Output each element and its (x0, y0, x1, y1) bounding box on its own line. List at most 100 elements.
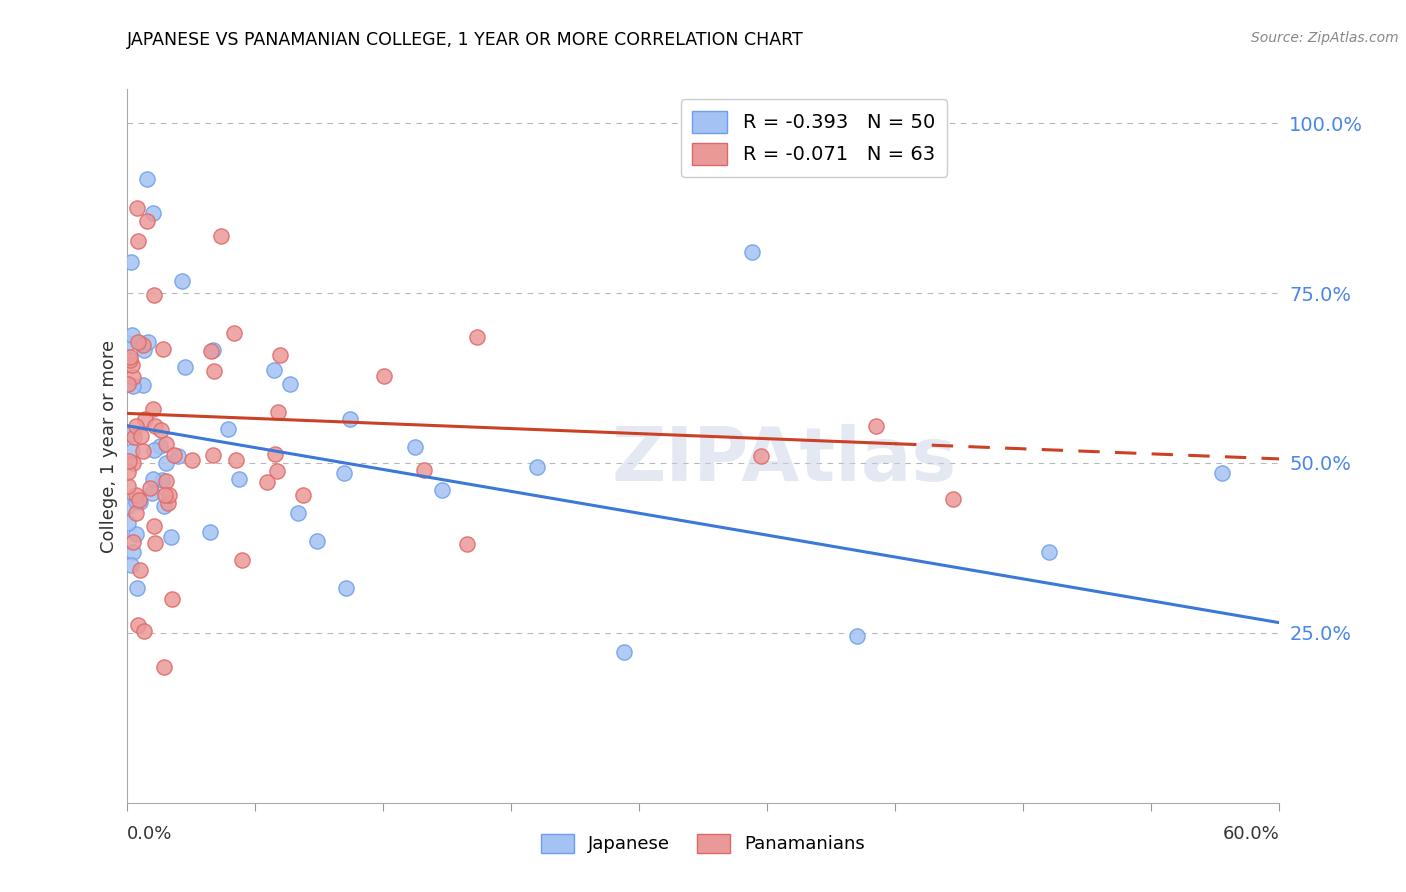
Point (287, 506, 309, 520)
Point (256, 475, 278, 489)
Point (143, 288, 166, 302)
Point (267, 405, 290, 419)
Point (157, 496, 180, 510)
Point (153, 487, 176, 501)
Point (163, 448, 186, 462)
Point (180, 453, 202, 467)
Point (136, 213, 159, 227)
Point (129, 563, 152, 577)
Point (160, 592, 183, 607)
Point (127, 234, 149, 248)
Point (121, 444, 143, 458)
Point (153, 500, 176, 514)
Point (121, 328, 143, 343)
Point (225, 453, 247, 467)
Point (128, 335, 150, 350)
Point (120, 558, 142, 573)
Point (266, 464, 288, 478)
Point (155, 456, 177, 470)
Point (142, 443, 165, 458)
Point (132, 377, 155, 392)
Point (263, 363, 285, 377)
Point (122, 379, 145, 393)
Point (152, 342, 174, 356)
Point (749, 450, 772, 464)
Point (155, 437, 177, 451)
Point (456, 537, 478, 551)
Point (117, 500, 139, 514)
Point (136, 335, 159, 350)
Point (613, 645, 636, 659)
Text: 60.0%: 60.0% (1223, 825, 1279, 843)
Point (465, 330, 488, 344)
Point (430, 483, 453, 498)
Point (117, 335, 139, 350)
Point (167, 449, 190, 463)
Point (117, 479, 139, 493)
Point (150, 473, 173, 487)
Point (865, 418, 887, 433)
Point (132, 338, 155, 352)
Point (269, 348, 291, 362)
Legend: R = -0.393   N = 50, R = -0.071   N = 63: R = -0.393 N = 50, R = -0.071 N = 63 (681, 99, 946, 177)
Point (143, 536, 166, 550)
Point (173, 359, 195, 374)
Point (339, 412, 361, 426)
Point (150, 423, 173, 437)
Point (132, 343, 155, 358)
Point (413, 463, 436, 477)
Point (118, 453, 141, 467)
Point (125, 527, 148, 541)
Point (404, 440, 426, 454)
Point (741, 245, 763, 260)
Point (217, 421, 239, 435)
Point (120, 427, 142, 442)
Point (332, 467, 354, 481)
Point (132, 624, 155, 638)
Point (122, 370, 145, 384)
Point (141, 486, 163, 500)
Point (153, 660, 176, 674)
Point (143, 419, 166, 434)
Point (228, 472, 250, 486)
Point (122, 430, 145, 444)
Point (143, 519, 166, 533)
Point (1211, 466, 1233, 480)
Text: JAPANESE VS PANAMANIAN COLLEGE, 1 YEAR OR MORE CORRELATION CHART: JAPANESE VS PANAMANIAN COLLEGE, 1 YEAR O… (127, 31, 803, 49)
Point (142, 401, 165, 416)
Point (202, 448, 225, 462)
Point (148, 439, 170, 453)
Point (120, 352, 142, 367)
Point (222, 326, 245, 340)
Point (125, 488, 148, 502)
Point (526, 460, 548, 475)
Point (136, 171, 159, 186)
Point (157, 488, 180, 502)
Point (125, 581, 148, 595)
Point (155, 474, 177, 488)
Point (125, 494, 148, 508)
Point (160, 531, 183, 545)
Point (335, 581, 357, 595)
Point (202, 363, 225, 377)
Point (129, 429, 152, 443)
Point (231, 553, 253, 567)
Point (845, 629, 868, 643)
Legend: Japanese, Panamanians: Japanese, Panamanians (534, 826, 872, 861)
Point (117, 465, 139, 479)
Point (122, 535, 145, 549)
Point (305, 533, 328, 548)
Point (128, 493, 150, 508)
Point (132, 443, 155, 458)
Point (142, 472, 165, 486)
Point (292, 488, 315, 502)
Point (1038, 545, 1060, 559)
Point (134, 412, 156, 426)
Point (120, 350, 142, 364)
Point (942, 491, 965, 506)
Point (202, 343, 225, 357)
Point (264, 447, 287, 461)
Point (127, 335, 149, 350)
Text: ZIPAtlas: ZIPAtlas (612, 424, 956, 497)
Point (170, 274, 193, 288)
